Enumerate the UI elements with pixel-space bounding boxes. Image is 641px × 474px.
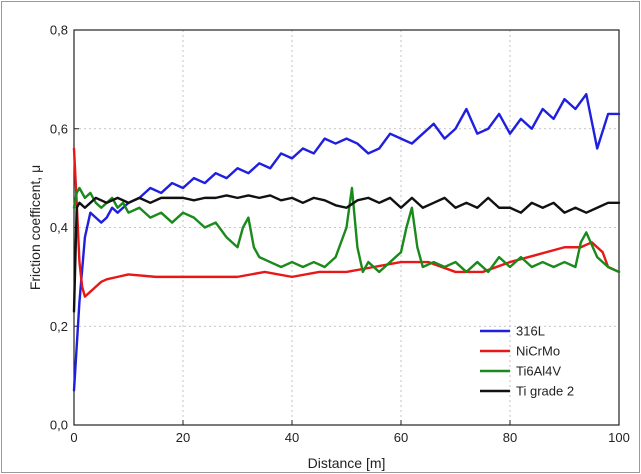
legend-label: 316L bbox=[516, 324, 545, 339]
x-tick-label: 100 bbox=[608, 430, 630, 445]
x-tick-label: 60 bbox=[394, 430, 408, 445]
x-axis-label: Distance [m] bbox=[308, 455, 386, 471]
y-tick-label: 0,0 bbox=[50, 418, 68, 433]
series-line-ti-grade-2 bbox=[72, 194, 621, 313]
x-tick-label: 0 bbox=[70, 430, 77, 445]
y-tick-label: 0,6 bbox=[50, 121, 68, 136]
axis-ticks: 0 20 40 60 80 100 0,0 0,2 0,4 0,6 0,8 bbox=[50, 23, 630, 446]
x-tick-label: 20 bbox=[176, 430, 190, 445]
legend-label: NiCrMo bbox=[516, 344, 560, 359]
y-axis-label: Friction coefficent, μ bbox=[27, 165, 43, 290]
legend: 316L NiCrMo Ti6Al4V Ti grade 2 bbox=[480, 324, 574, 399]
y-tick-label: 0,8 bbox=[50, 23, 68, 38]
x-tick-label: 80 bbox=[503, 430, 517, 445]
x-tick-label: 40 bbox=[285, 430, 299, 445]
series-line-nicrmo bbox=[72, 147, 621, 298]
y-tick-label: 0,4 bbox=[50, 220, 68, 235]
series-line-ti6al4v bbox=[72, 186, 621, 274]
legend-label: Ti6Al4V bbox=[516, 364, 561, 379]
series bbox=[72, 92, 621, 392]
grid bbox=[74, 30, 619, 425]
y-tick-label: 0,2 bbox=[50, 319, 68, 334]
legend-label: Ti grade 2 bbox=[516, 384, 574, 399]
